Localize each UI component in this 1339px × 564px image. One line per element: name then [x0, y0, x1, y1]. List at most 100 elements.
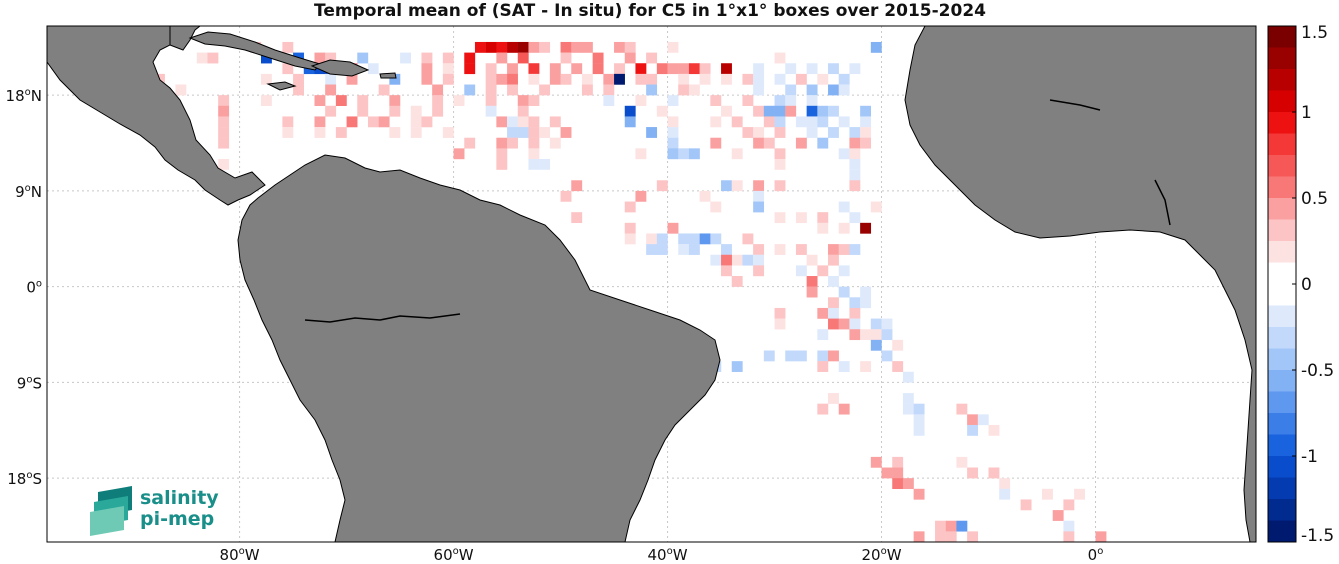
data-cell — [549, 73, 561, 85]
data-cell — [517, 95, 529, 106]
land-masses — [47, 26, 1256, 542]
colorbar-block — [1268, 90, 1296, 113]
data-cell — [902, 403, 914, 415]
data-cell — [753, 63, 765, 75]
data-cell — [935, 520, 946, 532]
data-cell — [1063, 499, 1075, 511]
data-cell — [710, 201, 722, 213]
colorbar-block — [1268, 327, 1296, 349]
data-cell — [849, 127, 861, 138]
data-cell — [774, 148, 786, 160]
colorbar-block — [1268, 176, 1296, 199]
data-cell — [710, 254, 722, 266]
data-cell — [218, 116, 230, 128]
data-cell — [828, 318, 839, 330]
data-cell — [742, 233, 754, 245]
data-cell — [667, 148, 679, 160]
data-cell — [635, 148, 647, 160]
data-cell — [774, 95, 786, 106]
data-cell — [721, 105, 732, 117]
data-cell — [806, 254, 818, 266]
data-cell — [293, 84, 304, 96]
data-cell — [528, 158, 540, 170]
lon-tick-label: 40oW — [648, 546, 688, 564]
data-cell — [678, 63, 690, 75]
data-cell — [753, 127, 765, 138]
data-cell — [357, 52, 369, 64]
data-cell — [913, 531, 925, 542]
data-cell — [828, 297, 839, 309]
data-cell — [549, 137, 561, 149]
data-cell — [367, 116, 379, 128]
data-cell — [710, 233, 722, 245]
data-cell — [785, 350, 797, 362]
data-cell — [977, 414, 989, 426]
coastline-details — [304, 99, 1171, 323]
data-cell — [785, 105, 797, 117]
data-cell — [870, 41, 882, 53]
data-cell — [817, 116, 829, 128]
data-cell — [624, 41, 636, 53]
latitude-tick-labels: 18oN 9oN 0o 9oS 18oS — [6, 87, 42, 488]
data-cell — [763, 350, 775, 362]
data-cell — [710, 95, 722, 106]
data-cell — [806, 105, 818, 117]
data-cell — [603, 84, 615, 96]
data-cell — [282, 63, 294, 75]
data-cell — [507, 73, 518, 85]
data-cell — [806, 276, 818, 287]
data-cell — [539, 84, 551, 96]
data-cell — [838, 318, 850, 330]
data-cell — [1106, 542, 1117, 553]
data-cell — [849, 180, 861, 192]
colorbar-tick-label: 1 — [1301, 103, 1312, 123]
data-cell — [849, 148, 861, 160]
data-cell — [656, 244, 668, 255]
colorbar-block — [1268, 241, 1296, 263]
data-cell — [774, 158, 786, 170]
data-cell — [892, 339, 904, 351]
data-cell — [742, 127, 754, 138]
data-cell — [945, 531, 957, 542]
data-cell — [902, 393, 914, 404]
data-cell — [838, 222, 850, 234]
data-cell — [870, 318, 882, 330]
data-cell — [507, 41, 518, 53]
data-cell — [817, 212, 829, 224]
data-cell — [646, 52, 658, 64]
data-cell — [828, 276, 839, 287]
data-cell — [218, 95, 230, 106]
data-cell — [860, 329, 872, 341]
data-cell — [453, 95, 465, 106]
data-cell — [849, 158, 861, 170]
data-cell — [314, 116, 326, 128]
data-cell — [175, 84, 187, 96]
niger-river-line — [1154, 179, 1171, 226]
data-cell — [849, 307, 861, 319]
data-cell — [1117, 553, 1128, 564]
data-cell — [507, 137, 518, 149]
data-cell — [496, 73, 508, 85]
data-cell — [753, 73, 765, 85]
data-cell — [688, 148, 700, 160]
data-cell — [838, 403, 850, 415]
data-cell — [218, 105, 230, 117]
data-cell — [614, 63, 625, 75]
data-cell — [742, 95, 754, 106]
data-cell — [474, 41, 486, 53]
data-cell — [656, 63, 668, 75]
data-cell — [795, 116, 807, 128]
data-cell — [828, 254, 839, 266]
data-cell — [806, 116, 818, 128]
data-cell — [678, 84, 690, 96]
data-cell — [539, 41, 551, 53]
data-cell — [539, 127, 551, 138]
data-cell — [1063, 520, 1075, 532]
data-cell — [442, 63, 454, 75]
data-cell — [838, 244, 850, 255]
data-cell — [517, 116, 529, 128]
data-cell — [485, 63, 497, 75]
data-cell — [614, 41, 625, 53]
data-cell — [592, 63, 604, 75]
data-cell — [838, 148, 850, 160]
